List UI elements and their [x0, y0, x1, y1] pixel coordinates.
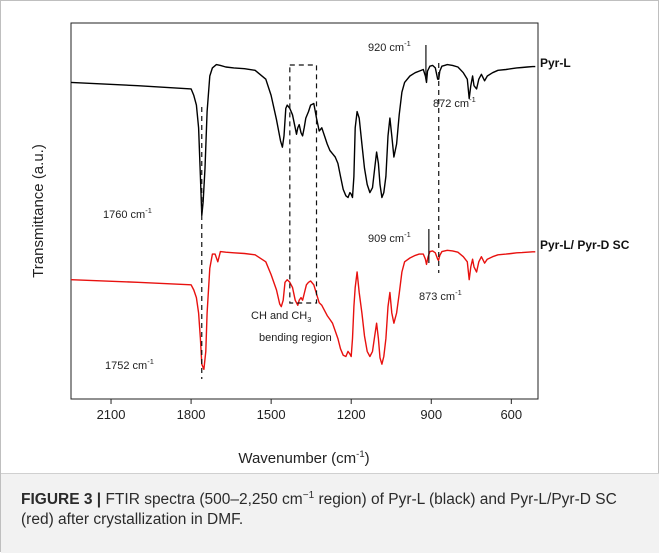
x-tick-label-2100: 2100 — [97, 407, 126, 422]
reference-lines — [201, 45, 440, 379]
x-axis-label: Wavenumber (cm-1) — [238, 449, 369, 467]
x-ticks: 2100 1800 1500 1200 900 600 — [97, 399, 522, 422]
annotation-1752: 1752 cm-1 — [105, 357, 154, 372]
series-line-0 — [70, 63, 536, 217]
series-label-sc: Pyr-L/ Pyr-D SC — [540, 238, 630, 252]
x-tick-label-600: 600 — [500, 407, 522, 422]
figure-caption: FIGURE 3 | FTIR spectra (500–2,250 cm−1 … — [1, 473, 659, 553]
x-tick-label-1200: 1200 — [337, 407, 366, 422]
caption-text-2: region) of Pyr-L (black) and Pyr-L/Pyr-D… — [21, 491, 617, 528]
annotation-873: 873 cm-1 — [419, 288, 462, 303]
annotation-1760: 1760 cm-1 — [103, 206, 152, 221]
plot-frame — [70, 22, 539, 400]
series-line-1 — [70, 249, 536, 370]
x-tick-label-1800: 1800 — [177, 407, 206, 422]
caption-sup: −1 — [302, 489, 315, 501]
annotation-920: 920 cm-1 — [368, 39, 411, 54]
caption-text-1: FTIR spectra (500–2,250 cm — [101, 491, 303, 508]
series-group — [70, 63, 536, 370]
region-label-line2: bending region — [259, 332, 332, 344]
x-tick-label-900: 900 — [420, 407, 442, 422]
annotation-909: 909 cm-1 — [368, 230, 411, 245]
region-label-line1: CH and CH3 — [251, 310, 311, 324]
y-axis-label: Transmittance (a.u.) — [30, 144, 47, 278]
x-tick-label-1500: 1500 — [257, 407, 286, 422]
bending-region-box — [289, 64, 318, 304]
ftir-chart: 2100 1800 1500 1200 900 600 Pyr-L Pyr-L/ Pyr-… — [30, 22, 630, 467]
series-label-pyr-l: Pyr-L — [540, 56, 571, 70]
annotation-872: 872 cm-1 — [433, 95, 476, 110]
caption-label: FIGURE 3 | — [21, 491, 102, 508]
